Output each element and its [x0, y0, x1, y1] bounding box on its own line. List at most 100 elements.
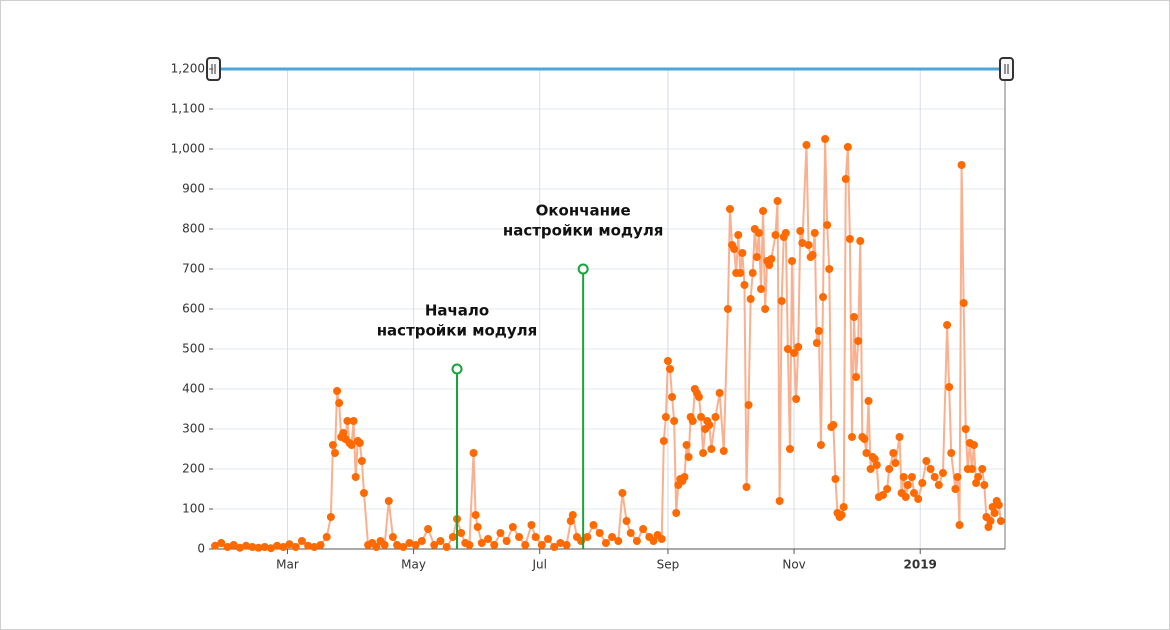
data-point [816, 441, 825, 449]
data-point [996, 517, 1005, 525]
data-point [531, 533, 540, 541]
data-point [957, 161, 966, 169]
data-point [339, 429, 348, 437]
data-point [496, 529, 505, 537]
data-point [661, 413, 670, 421]
y-tick-label: 400 [182, 382, 205, 396]
data-point [521, 541, 530, 549]
data-point [697, 413, 706, 421]
data-point [333, 387, 342, 395]
data-point [372, 543, 381, 551]
data-point [331, 449, 340, 457]
data-point [725, 205, 734, 213]
data-point [901, 493, 910, 501]
handle-right[interactable] [999, 57, 1014, 81]
data-point [994, 501, 1003, 509]
data-point [659, 437, 668, 445]
data-point [934, 481, 943, 489]
data-point [601, 539, 610, 547]
data-point [969, 441, 978, 449]
data-point [742, 483, 751, 491]
data-point [405, 539, 414, 547]
annotation-text: Окончание [536, 202, 631, 220]
data-point [777, 297, 786, 305]
data-point [310, 543, 319, 551]
data-point [951, 485, 960, 493]
data-point [568, 511, 577, 519]
x-tick-label: May [401, 558, 426, 572]
annotation-text: настройки модуля [377, 322, 538, 340]
data-point [947, 449, 956, 457]
data-point [788, 257, 797, 265]
data-point [862, 449, 871, 457]
data-point [765, 261, 774, 269]
data-point [754, 229, 763, 237]
data-point [775, 497, 784, 505]
data-point [680, 473, 689, 481]
data-point [304, 541, 313, 550]
data-point [682, 441, 691, 449]
x-tick-label: Nov [782, 558, 805, 572]
data-point [242, 541, 251, 550]
data-point [802, 141, 811, 149]
data-point [980, 481, 989, 489]
data-point [211, 541, 220, 550]
data-point [694, 393, 703, 401]
annotation-marker [451, 363, 463, 375]
data-point [978, 465, 987, 473]
range-handle[interactable] [206, 57, 221, 81]
data-point [796, 227, 805, 235]
data-point [473, 523, 482, 531]
data-point [856, 237, 865, 245]
data-point [490, 541, 499, 549]
data-point [839, 503, 848, 511]
data-point [899, 473, 908, 481]
data-point [632, 537, 641, 545]
data-point [343, 417, 352, 425]
data-point [684, 453, 693, 461]
data-point [843, 143, 852, 151]
data-point [699, 449, 708, 457]
y-tick-label: 1,100 [171, 102, 205, 116]
data-point [217, 539, 226, 547]
data-point [841, 175, 850, 183]
data-point [798, 239, 807, 247]
data-point [831, 475, 840, 483]
data-point [771, 231, 780, 239]
data-point [380, 541, 389, 549]
handle-left[interactable] [206, 57, 221, 81]
data-point [562, 541, 571, 549]
data-point [668, 393, 677, 401]
data-point [723, 305, 732, 313]
data-point [266, 544, 275, 553]
data-point [914, 495, 923, 503]
y-tick-label: 0 [197, 542, 205, 556]
data-point [845, 235, 854, 243]
data-point [938, 469, 947, 477]
data-point [990, 509, 999, 517]
data-point [922, 457, 931, 465]
y-tick-label: 300 [182, 422, 205, 436]
data-point [666, 365, 675, 373]
data-point [810, 229, 819, 237]
data-point [967, 465, 976, 473]
data-point [907, 473, 916, 481]
data-point [322, 533, 331, 541]
data-point [819, 293, 828, 301]
data-point [469, 449, 478, 457]
data-point [850, 313, 859, 321]
y-tick-label: 1,000 [171, 142, 205, 156]
data-point [537, 541, 546, 549]
data-point [291, 543, 300, 551]
data-point [477, 539, 486, 547]
data-point [297, 537, 306, 545]
range-handle[interactable] [999, 57, 1014, 81]
data-point [889, 449, 898, 457]
y-tick-label: 500 [182, 342, 205, 356]
data-point [442, 543, 451, 551]
data-point [254, 543, 263, 552]
x-tick-label: Jul [531, 558, 546, 572]
data-point [357, 457, 366, 465]
